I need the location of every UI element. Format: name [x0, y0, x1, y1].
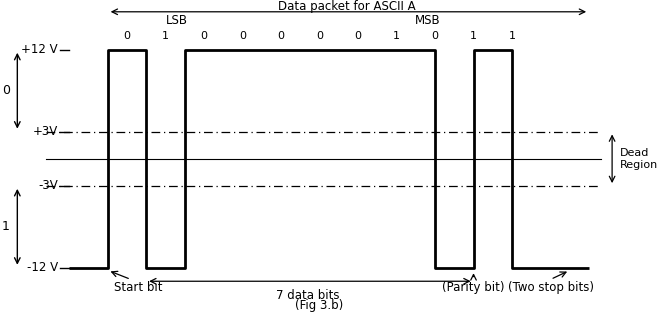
Text: (Parity bit): (Parity bit) — [442, 281, 505, 294]
Text: 0: 0 — [278, 31, 284, 41]
Text: (Fig 3.b): (Fig 3.b) — [296, 299, 344, 312]
Text: 0: 0 — [239, 31, 246, 41]
Text: Start bit: Start bit — [115, 281, 163, 294]
Text: +3V: +3V — [33, 125, 58, 138]
Text: 1: 1 — [162, 31, 169, 41]
Text: 7 data bits: 7 data bits — [276, 289, 340, 301]
Text: 1: 1 — [393, 31, 400, 41]
Text: 0: 0 — [200, 31, 208, 41]
Text: 0: 0 — [2, 84, 10, 97]
Text: 1: 1 — [509, 31, 515, 41]
Text: -3V: -3V — [38, 179, 58, 192]
Text: 0: 0 — [432, 31, 438, 41]
Text: Data packet for ASCII A: Data packet for ASCII A — [278, 0, 416, 13]
Text: 0: 0 — [316, 31, 323, 41]
Text: -12 V: -12 V — [27, 261, 58, 274]
Text: 1: 1 — [470, 31, 477, 41]
Text: LSB: LSB — [166, 14, 188, 27]
Text: 0: 0 — [354, 31, 362, 41]
Text: Dead
Region: Dead Region — [620, 148, 658, 170]
Text: 1: 1 — [2, 220, 10, 233]
Text: 0: 0 — [123, 31, 131, 41]
Text: MSB: MSB — [414, 14, 440, 27]
Text: (Two stop bits): (Two stop bits) — [507, 281, 593, 294]
Text: +12 V: +12 V — [21, 44, 58, 56]
